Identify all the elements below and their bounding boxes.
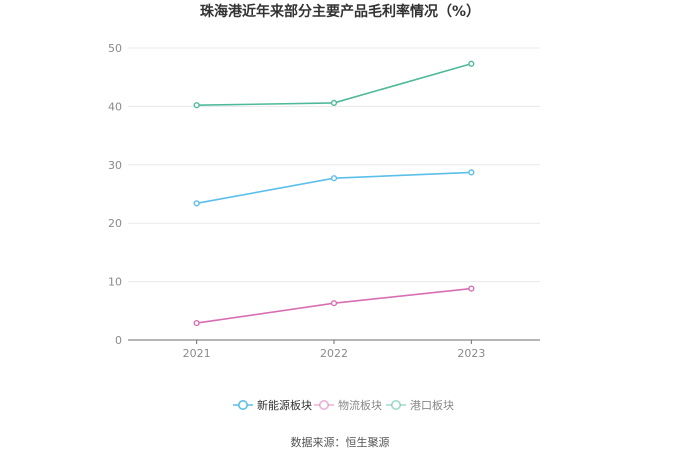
chart-title: 珠海港近年来部分主要产品毛利率情况（%） [200,3,480,20]
series-line-2 [196,62,472,107]
data-point-0-2[interactable] [468,169,475,176]
legend-item-1[interactable]: 物流板块 [314,398,382,412]
data-point-2-0[interactable] [193,102,200,109]
y-tick-label: 30 [108,159,122,172]
legend[interactable]: 新能源板块 物流板块 港口板块 [233,398,454,412]
data-point-1-0[interactable] [193,319,200,327]
legend-item-0[interactable]: 新能源板块 [233,398,312,412]
y-tick-label: 40 [108,100,122,113]
legend-label: 新能源板块 [257,398,312,412]
data-source: 数据来源：恒生聚源 [291,435,390,449]
x-tick-label-2022: 2022 [320,347,348,360]
legend-marker-icon [238,399,249,410]
y-tick-label: 0 [115,334,122,347]
x-tick-label-2021: 2021 [183,347,211,360]
series-layer [193,60,475,327]
data-point-0-1[interactable] [330,175,338,182]
y-tick-label: 10 [108,276,122,289]
legend-label: 物流板块 [338,398,382,412]
legend-marker-icon [318,399,329,410]
y-tick-label: 20 [108,217,122,230]
x-tick-label-2023: 2023 [457,347,485,360]
gridlines [128,47,540,283]
data-point-1-2[interactable] [468,285,475,292]
legend-marker-icon [390,399,401,410]
y-tick-label: 50 [108,42,122,55]
legend-item-2[interactable]: 港口板块 [386,398,454,412]
x-axis: 2021 2022 2023 [128,339,540,360]
data-point-2-1[interactable] [330,99,338,106]
y-axis: 0 10 20 30 40 50 [108,42,122,347]
data-point-2-2[interactable] [468,60,475,67]
legend-label: 港口板块 [410,398,454,412]
data-point-1-1[interactable] [330,300,338,307]
data-point-0-0[interactable] [193,200,200,207]
